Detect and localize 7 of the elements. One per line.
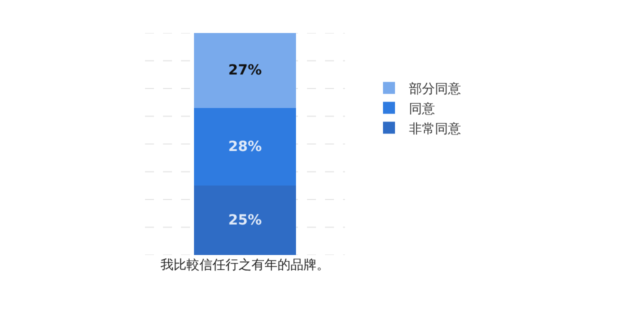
x-tick-label: 我比較信任行之有年的品牌。: [160, 258, 330, 273]
data-label: 25%: [228, 212, 262, 228]
data-label: 28%: [228, 138, 262, 155]
data-label: 27%: [228, 62, 262, 78]
legend-label: 非常同意: [409, 122, 461, 137]
legend-label: 同意: [409, 102, 435, 117]
legend-label: 部分同意: [409, 82, 461, 97]
